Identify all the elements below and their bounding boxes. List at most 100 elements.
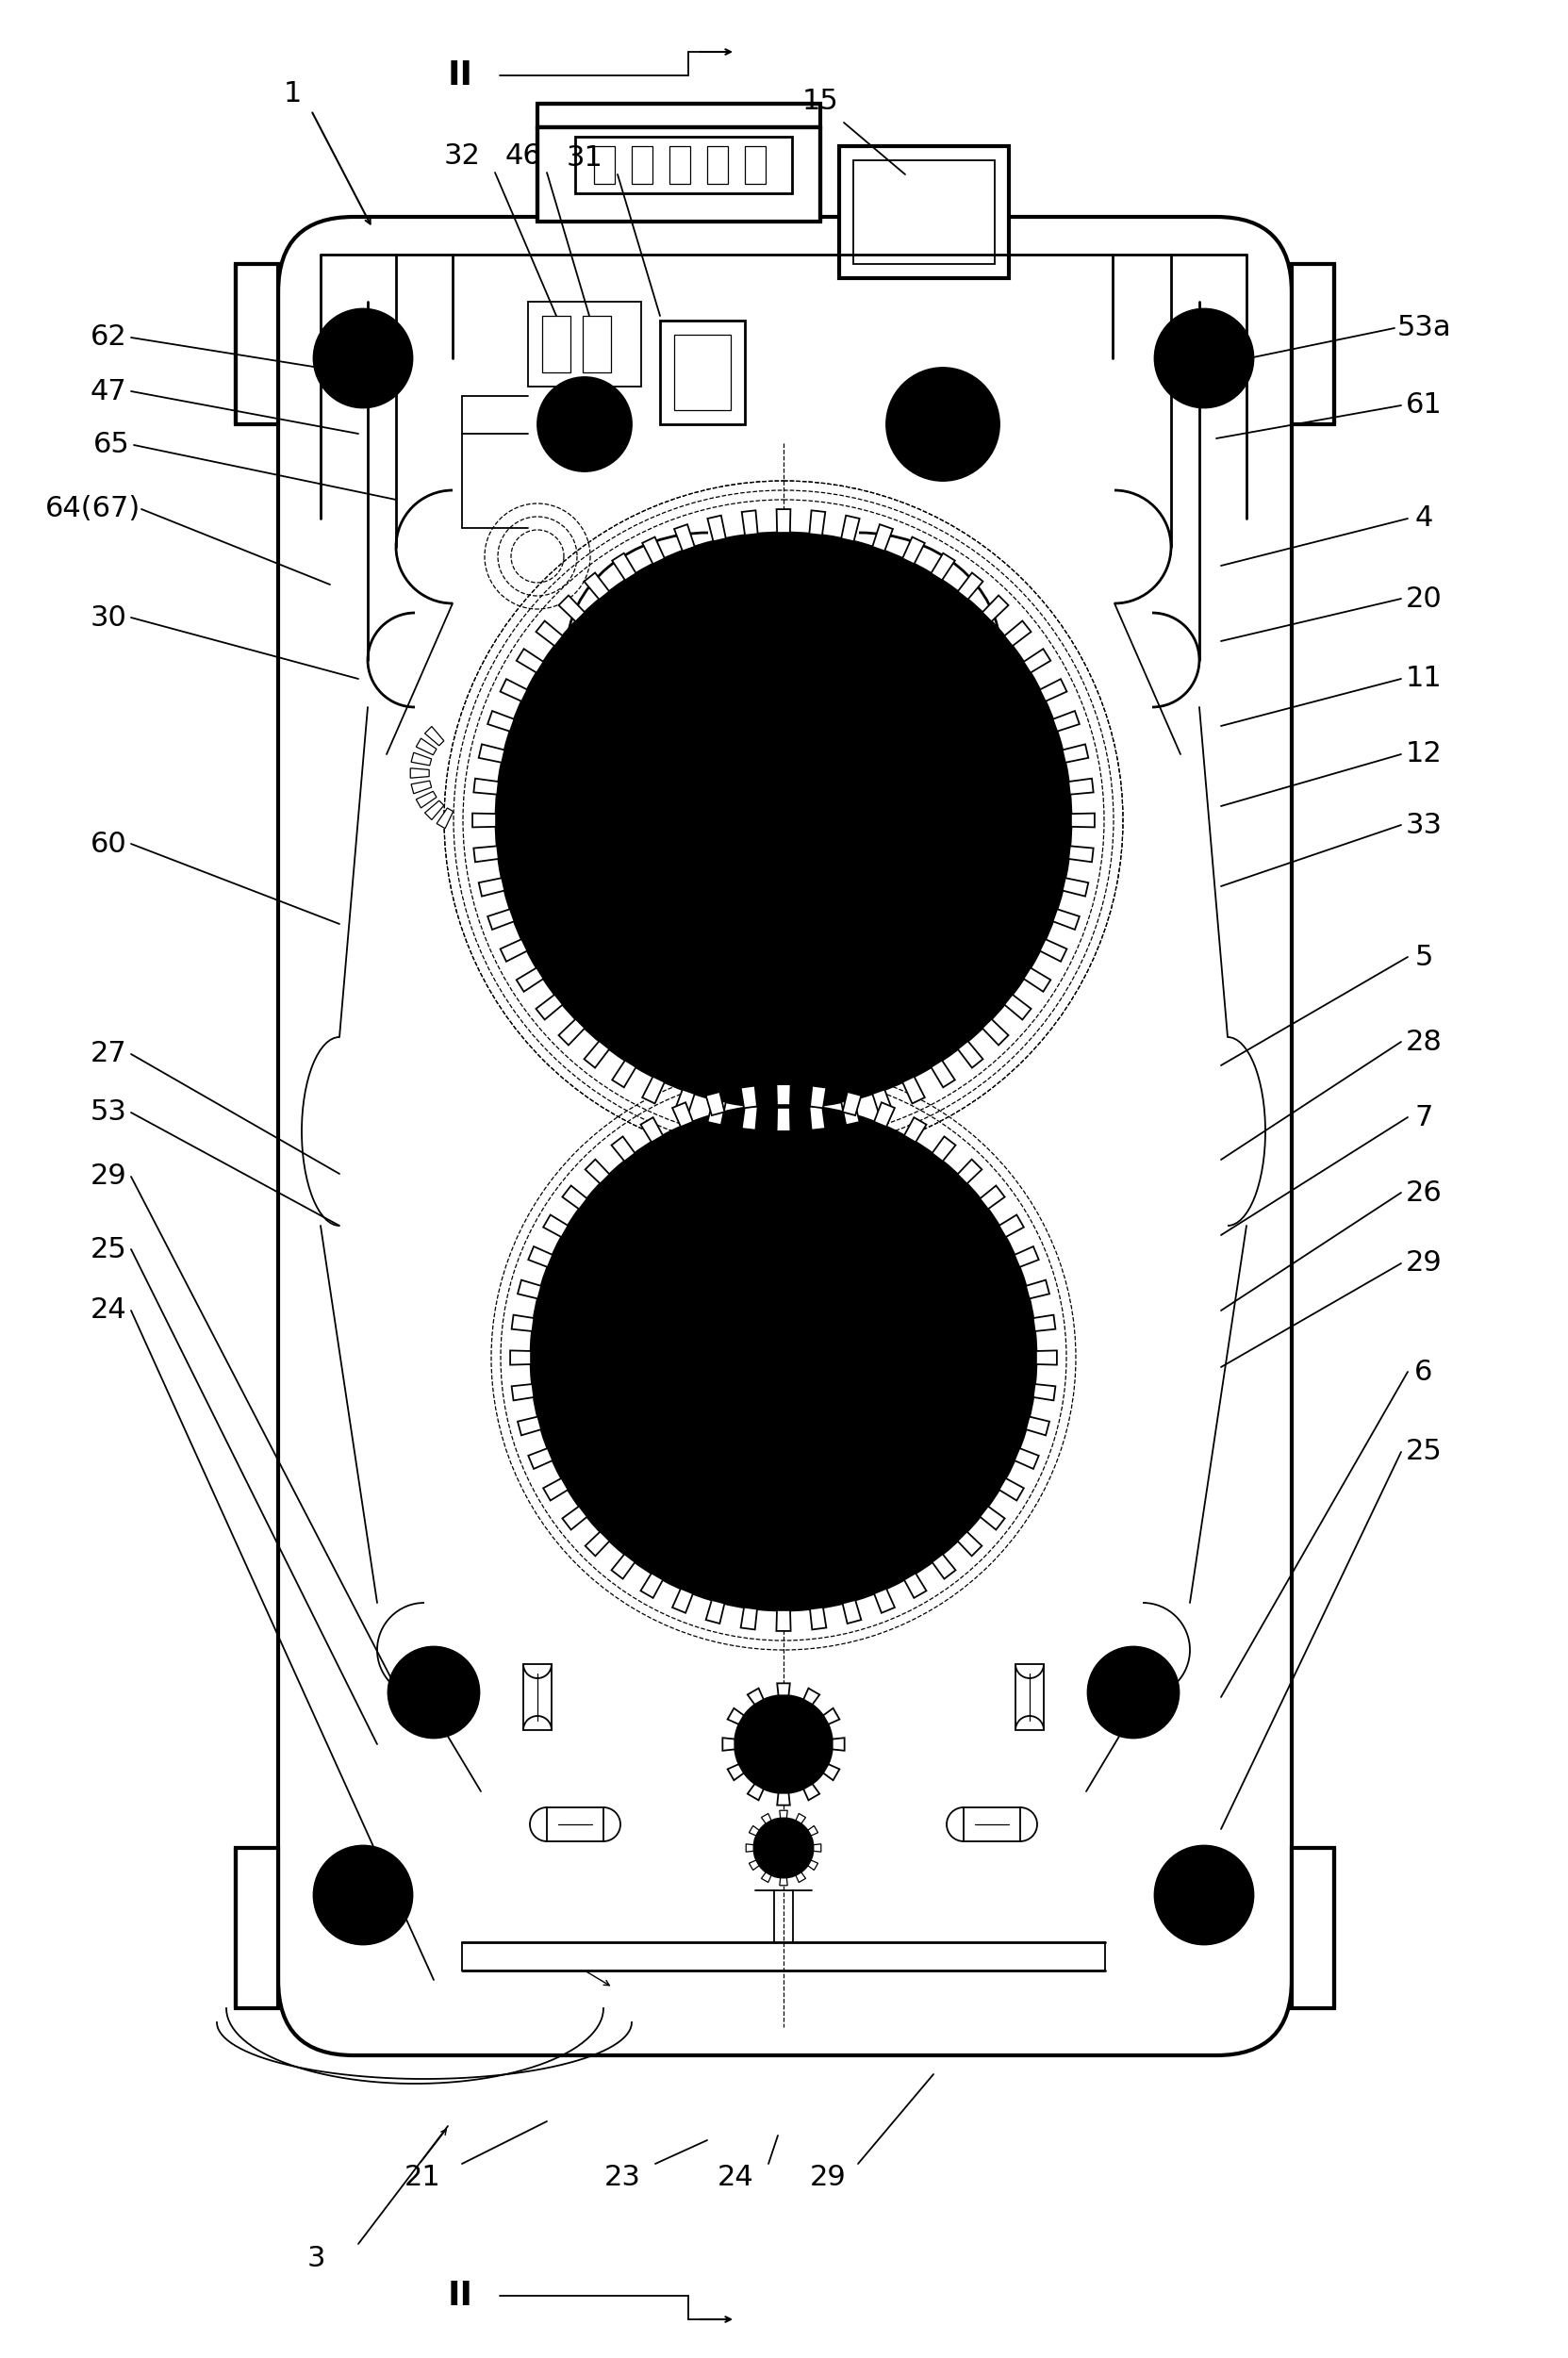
Polygon shape [1025, 1417, 1049, 1436]
Text: 33: 33 [1405, 811, 1443, 839]
Polygon shape [517, 1417, 541, 1436]
Text: 21: 21 [405, 2165, 441, 2191]
Text: 46: 46 [505, 141, 541, 170]
Circle shape [495, 533, 1071, 1108]
Bar [524, 1665, 552, 1731]
Circle shape [734, 1695, 833, 1792]
Polygon shape [980, 1186, 1005, 1210]
Polygon shape [872, 1089, 892, 1115]
Text: 23: 23 [604, 2165, 641, 2191]
Text: 47: 47 [91, 377, 127, 406]
Polygon shape [1033, 1316, 1055, 1332]
Polygon shape [707, 1099, 726, 1125]
Polygon shape [779, 1811, 787, 1818]
Bar [707, 146, 728, 184]
Text: 64(67): 64(67) [44, 495, 140, 523]
Polygon shape [842, 1601, 861, 1625]
Text: 29: 29 [1405, 1250, 1443, 1278]
Polygon shape [558, 594, 585, 623]
Polygon shape [742, 1106, 757, 1129]
Polygon shape [1004, 620, 1032, 646]
Polygon shape [803, 1688, 820, 1705]
Polygon shape [728, 1707, 743, 1724]
Polygon shape [235, 264, 278, 424]
Circle shape [314, 309, 412, 408]
Circle shape [770, 1835, 797, 1860]
Text: 4: 4 [1414, 505, 1433, 533]
Polygon shape [1063, 877, 1088, 896]
Polygon shape [811, 1085, 826, 1108]
Polygon shape [612, 1061, 637, 1087]
Text: 31: 31 [566, 144, 604, 172]
Text: 61: 61 [1405, 391, 1443, 420]
Polygon shape [762, 1813, 771, 1823]
Polygon shape [809, 1106, 825, 1129]
Polygon shape [673, 1104, 693, 1127]
Circle shape [723, 1297, 845, 1420]
Polygon shape [411, 769, 430, 778]
Polygon shape [563, 1186, 586, 1210]
Circle shape [1156, 309, 1253, 408]
Polygon shape [776, 1108, 790, 1132]
Polygon shape [823, 1707, 839, 1724]
Polygon shape [416, 792, 436, 809]
Circle shape [762, 1337, 804, 1379]
Polygon shape [1068, 778, 1093, 795]
Circle shape [622, 660, 944, 981]
Text: 6: 6 [1414, 1358, 1433, 1387]
Polygon shape [803, 1785, 820, 1799]
Polygon shape [516, 648, 544, 672]
Polygon shape [1052, 710, 1079, 731]
Polygon shape [723, 1738, 735, 1750]
Bar [670, 146, 690, 184]
Polygon shape [958, 1160, 982, 1184]
Polygon shape [500, 679, 527, 700]
Polygon shape [478, 877, 505, 896]
Circle shape [389, 1648, 478, 1738]
Polygon shape [536, 995, 563, 1019]
Bar [839, 146, 1008, 278]
Polygon shape [478, 745, 505, 762]
Text: 60: 60 [91, 830, 127, 858]
Circle shape [924, 406, 961, 443]
Polygon shape [612, 554, 637, 580]
Text: 53a: 53a [1397, 314, 1450, 342]
Polygon shape [958, 1533, 982, 1556]
Polygon shape [776, 1085, 790, 1106]
Polygon shape [674, 1089, 695, 1115]
Text: 25: 25 [91, 1236, 127, 1264]
Polygon shape [543, 1214, 568, 1238]
Polygon shape [1292, 1849, 1334, 2009]
Polygon shape [1033, 1384, 1055, 1401]
Polygon shape [905, 1573, 927, 1599]
Polygon shape [516, 967, 544, 993]
Bar [632, 146, 652, 184]
Text: 5: 5 [1414, 943, 1433, 971]
Polygon shape [511, 1316, 535, 1332]
Polygon shape [472, 814, 495, 828]
Text: 24: 24 [91, 1297, 127, 1325]
Polygon shape [706, 1092, 724, 1115]
Polygon shape [673, 1589, 693, 1613]
Polygon shape [1004, 995, 1032, 1019]
Bar [583, 316, 612, 373]
Circle shape [314, 1846, 412, 1943]
Polygon shape [903, 538, 925, 564]
Bar [575, 137, 792, 193]
Polygon shape [809, 509, 825, 535]
Polygon shape [411, 780, 431, 795]
Text: 62: 62 [91, 323, 127, 351]
Text: 24: 24 [717, 2165, 754, 2191]
Polygon shape [474, 778, 499, 795]
Polygon shape [1024, 967, 1051, 993]
Polygon shape [873, 1589, 895, 1613]
Polygon shape [823, 1764, 839, 1780]
Polygon shape [742, 509, 757, 535]
Circle shape [775, 1349, 793, 1368]
Bar [538, 127, 820, 222]
Text: II: II [447, 2280, 474, 2311]
Polygon shape [416, 738, 436, 755]
Polygon shape [1040, 938, 1066, 962]
Polygon shape [779, 1877, 787, 1886]
Polygon shape [762, 1872, 771, 1882]
